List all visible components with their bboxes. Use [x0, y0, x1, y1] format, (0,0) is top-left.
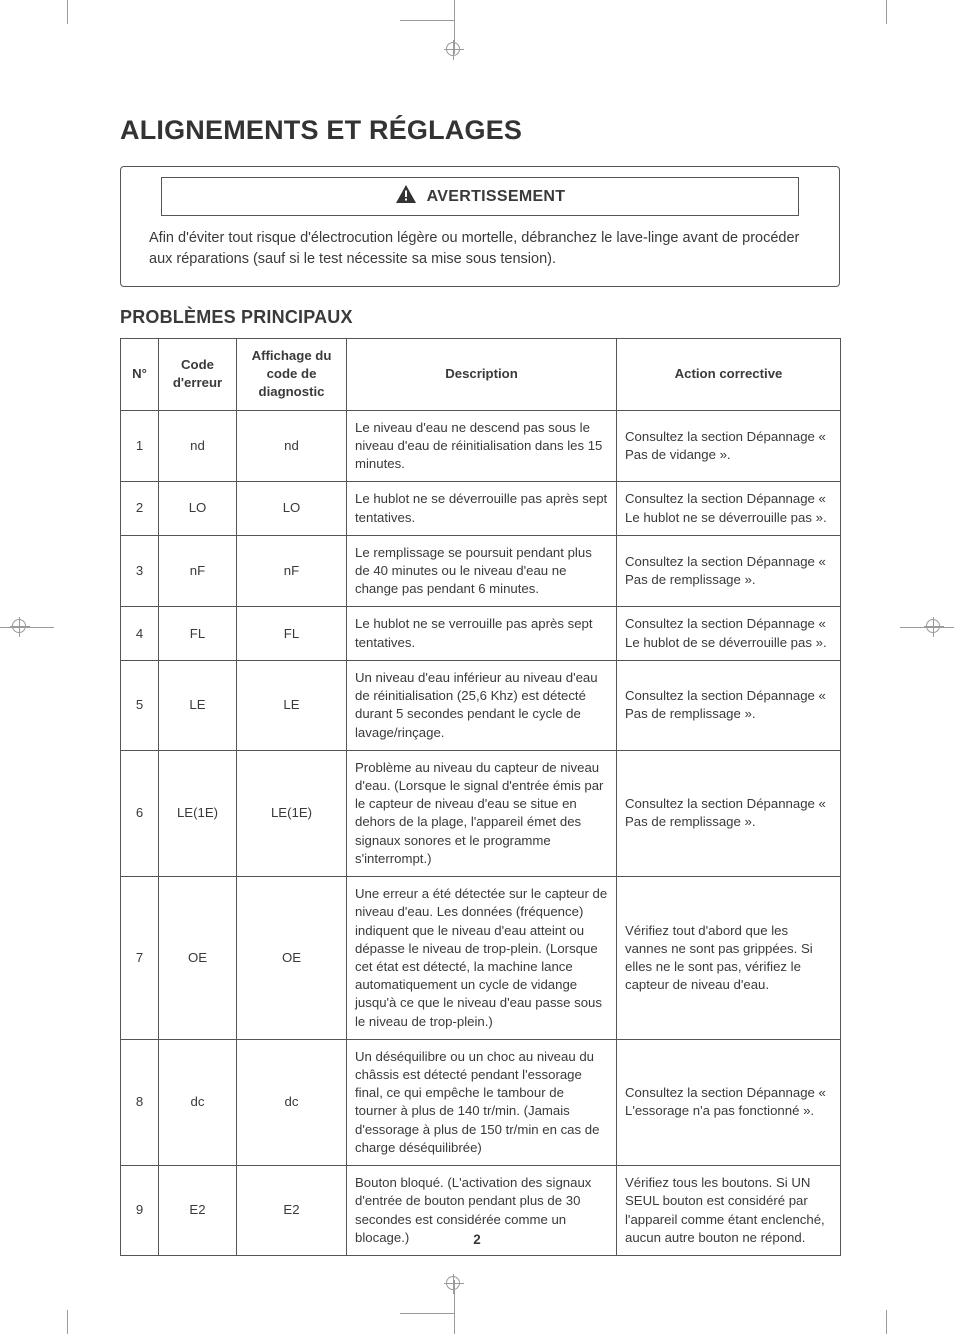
cell-description: Le hublot ne se déverrouille pas après s… [347, 482, 617, 535]
table-row: 4FLFLLe hublot ne se verrouille pas aprè… [121, 607, 841, 660]
cell-diag-display: LO [237, 482, 347, 535]
cell-description: Un déséquilibre ou un choc au niveau du … [347, 1039, 617, 1165]
cell-action: Consultez la section Dépannage « Pas de … [617, 750, 841, 876]
cell-error-code: LE(1E) [159, 750, 237, 876]
cell-number: 8 [121, 1039, 159, 1165]
table-row: 3nFnFLe remplissage se poursuit pendant … [121, 535, 841, 607]
cell-error-code: LO [159, 482, 237, 535]
cell-description: Le hublot ne se verrouille pas après sep… [347, 607, 617, 660]
col-header-description: Description [347, 339, 617, 411]
page-number: 2 [0, 1232, 954, 1247]
page: ALIGNEMENTS ET RÉGLAGES AVERTISSEMENT Af… [0, 0, 954, 1334]
cropmark [67, 1310, 68, 1334]
cell-action: Consultez la section Dépannage « L'essor… [617, 1039, 841, 1165]
table-row: 7OEOEUne erreur a été détectée sur le ca… [121, 877, 841, 1040]
cell-error-code: OE [159, 877, 237, 1040]
section-title: PROBLÈMES PRINCIPAUX [120, 307, 840, 328]
warning-icon [395, 184, 417, 209]
warning-label: AVERTISSEMENT [427, 188, 566, 206]
cell-action: Consultez la section Dépannage « Pas de … [617, 660, 841, 750]
cell-number: 3 [121, 535, 159, 607]
cropmark [400, 1313, 454, 1314]
table-row: 2LOLOLe hublot ne se déverrouille pas ap… [121, 482, 841, 535]
cell-description: Un niveau d'eau inférieur au niveau d'ea… [347, 660, 617, 750]
cell-diag-display: OE [237, 877, 347, 1040]
cell-number: 4 [121, 607, 159, 660]
table-header-row: N° Code d'erreur Affichage du code de di… [121, 339, 841, 411]
col-header-error-code: Code d'erreur [159, 339, 237, 411]
cell-error-code: dc [159, 1039, 237, 1165]
warning-box: AVERTISSEMENT Afin d'éviter tout risque … [120, 166, 840, 287]
col-header-number: N° [121, 339, 159, 411]
cell-action: Consultez la section Dépannage « Le hubl… [617, 607, 841, 660]
cell-diag-display: nd [237, 410, 347, 482]
cell-diag-display: dc [237, 1039, 347, 1165]
cell-description: Problème au niveau du capteur de niveau … [347, 750, 617, 876]
table-row: 5LELEUn niveau d'eau inférieur au niveau… [121, 660, 841, 750]
error-codes-table: N° Code d'erreur Affichage du code de di… [120, 338, 841, 1256]
registration-mark [444, 40, 464, 60]
cell-number: 2 [121, 482, 159, 535]
cell-error-code: nd [159, 410, 237, 482]
cell-diag-display: LE(1E) [237, 750, 347, 876]
cell-error-code: LE [159, 660, 237, 750]
cropmark [886, 0, 887, 24]
page-title: ALIGNEMENTS ET RÉGLAGES [120, 115, 840, 146]
table-row: 6LE(1E)LE(1E)Problème au niveau du capte… [121, 750, 841, 876]
cell-error-code: nF [159, 535, 237, 607]
cell-error-code: FL [159, 607, 237, 660]
table-row: 8dcdcUn déséquilibre ou un choc au nivea… [121, 1039, 841, 1165]
cell-diag-display: LE [237, 660, 347, 750]
cell-description: Une erreur a été détectée sur le capteur… [347, 877, 617, 1040]
warning-header: AVERTISSEMENT [161, 177, 799, 216]
content-area: ALIGNEMENTS ET RÉGLAGES AVERTISSEMENT Af… [120, 115, 840, 1256]
cell-number: 1 [121, 410, 159, 482]
col-header-action: Action corrective [617, 339, 841, 411]
registration-mark [924, 617, 944, 637]
cell-number: 5 [121, 660, 159, 750]
cell-description: Le remplissage se poursuit pendant plus … [347, 535, 617, 607]
cell-action: Consultez la section Dépannage « Pas de … [617, 535, 841, 607]
registration-mark [444, 1274, 464, 1294]
cell-action: Consultez la section Dépannage « Le hubl… [617, 482, 841, 535]
cell-diag-display: nF [237, 535, 347, 607]
cell-action: Vérifiez tout d'abord que les vannes ne … [617, 877, 841, 1040]
warning-text: Afin d'éviter tout risque d'électrocutio… [139, 226, 821, 270]
registration-mark [10, 617, 30, 637]
cropmark [67, 0, 68, 24]
cropmark [886, 1310, 887, 1334]
cell-action: Consultez la section Dépannage « Pas de … [617, 410, 841, 482]
col-header-diag-display: Affichage du code de diagnostic [237, 339, 347, 411]
cell-diag-display: FL [237, 607, 347, 660]
cell-number: 7 [121, 877, 159, 1040]
cell-number: 6 [121, 750, 159, 876]
cell-description: Le niveau d'eau ne descend pas sous le n… [347, 410, 617, 482]
cropmark [400, 20, 454, 21]
table-row: 1ndndLe niveau d'eau ne descend pas sous… [121, 410, 841, 482]
